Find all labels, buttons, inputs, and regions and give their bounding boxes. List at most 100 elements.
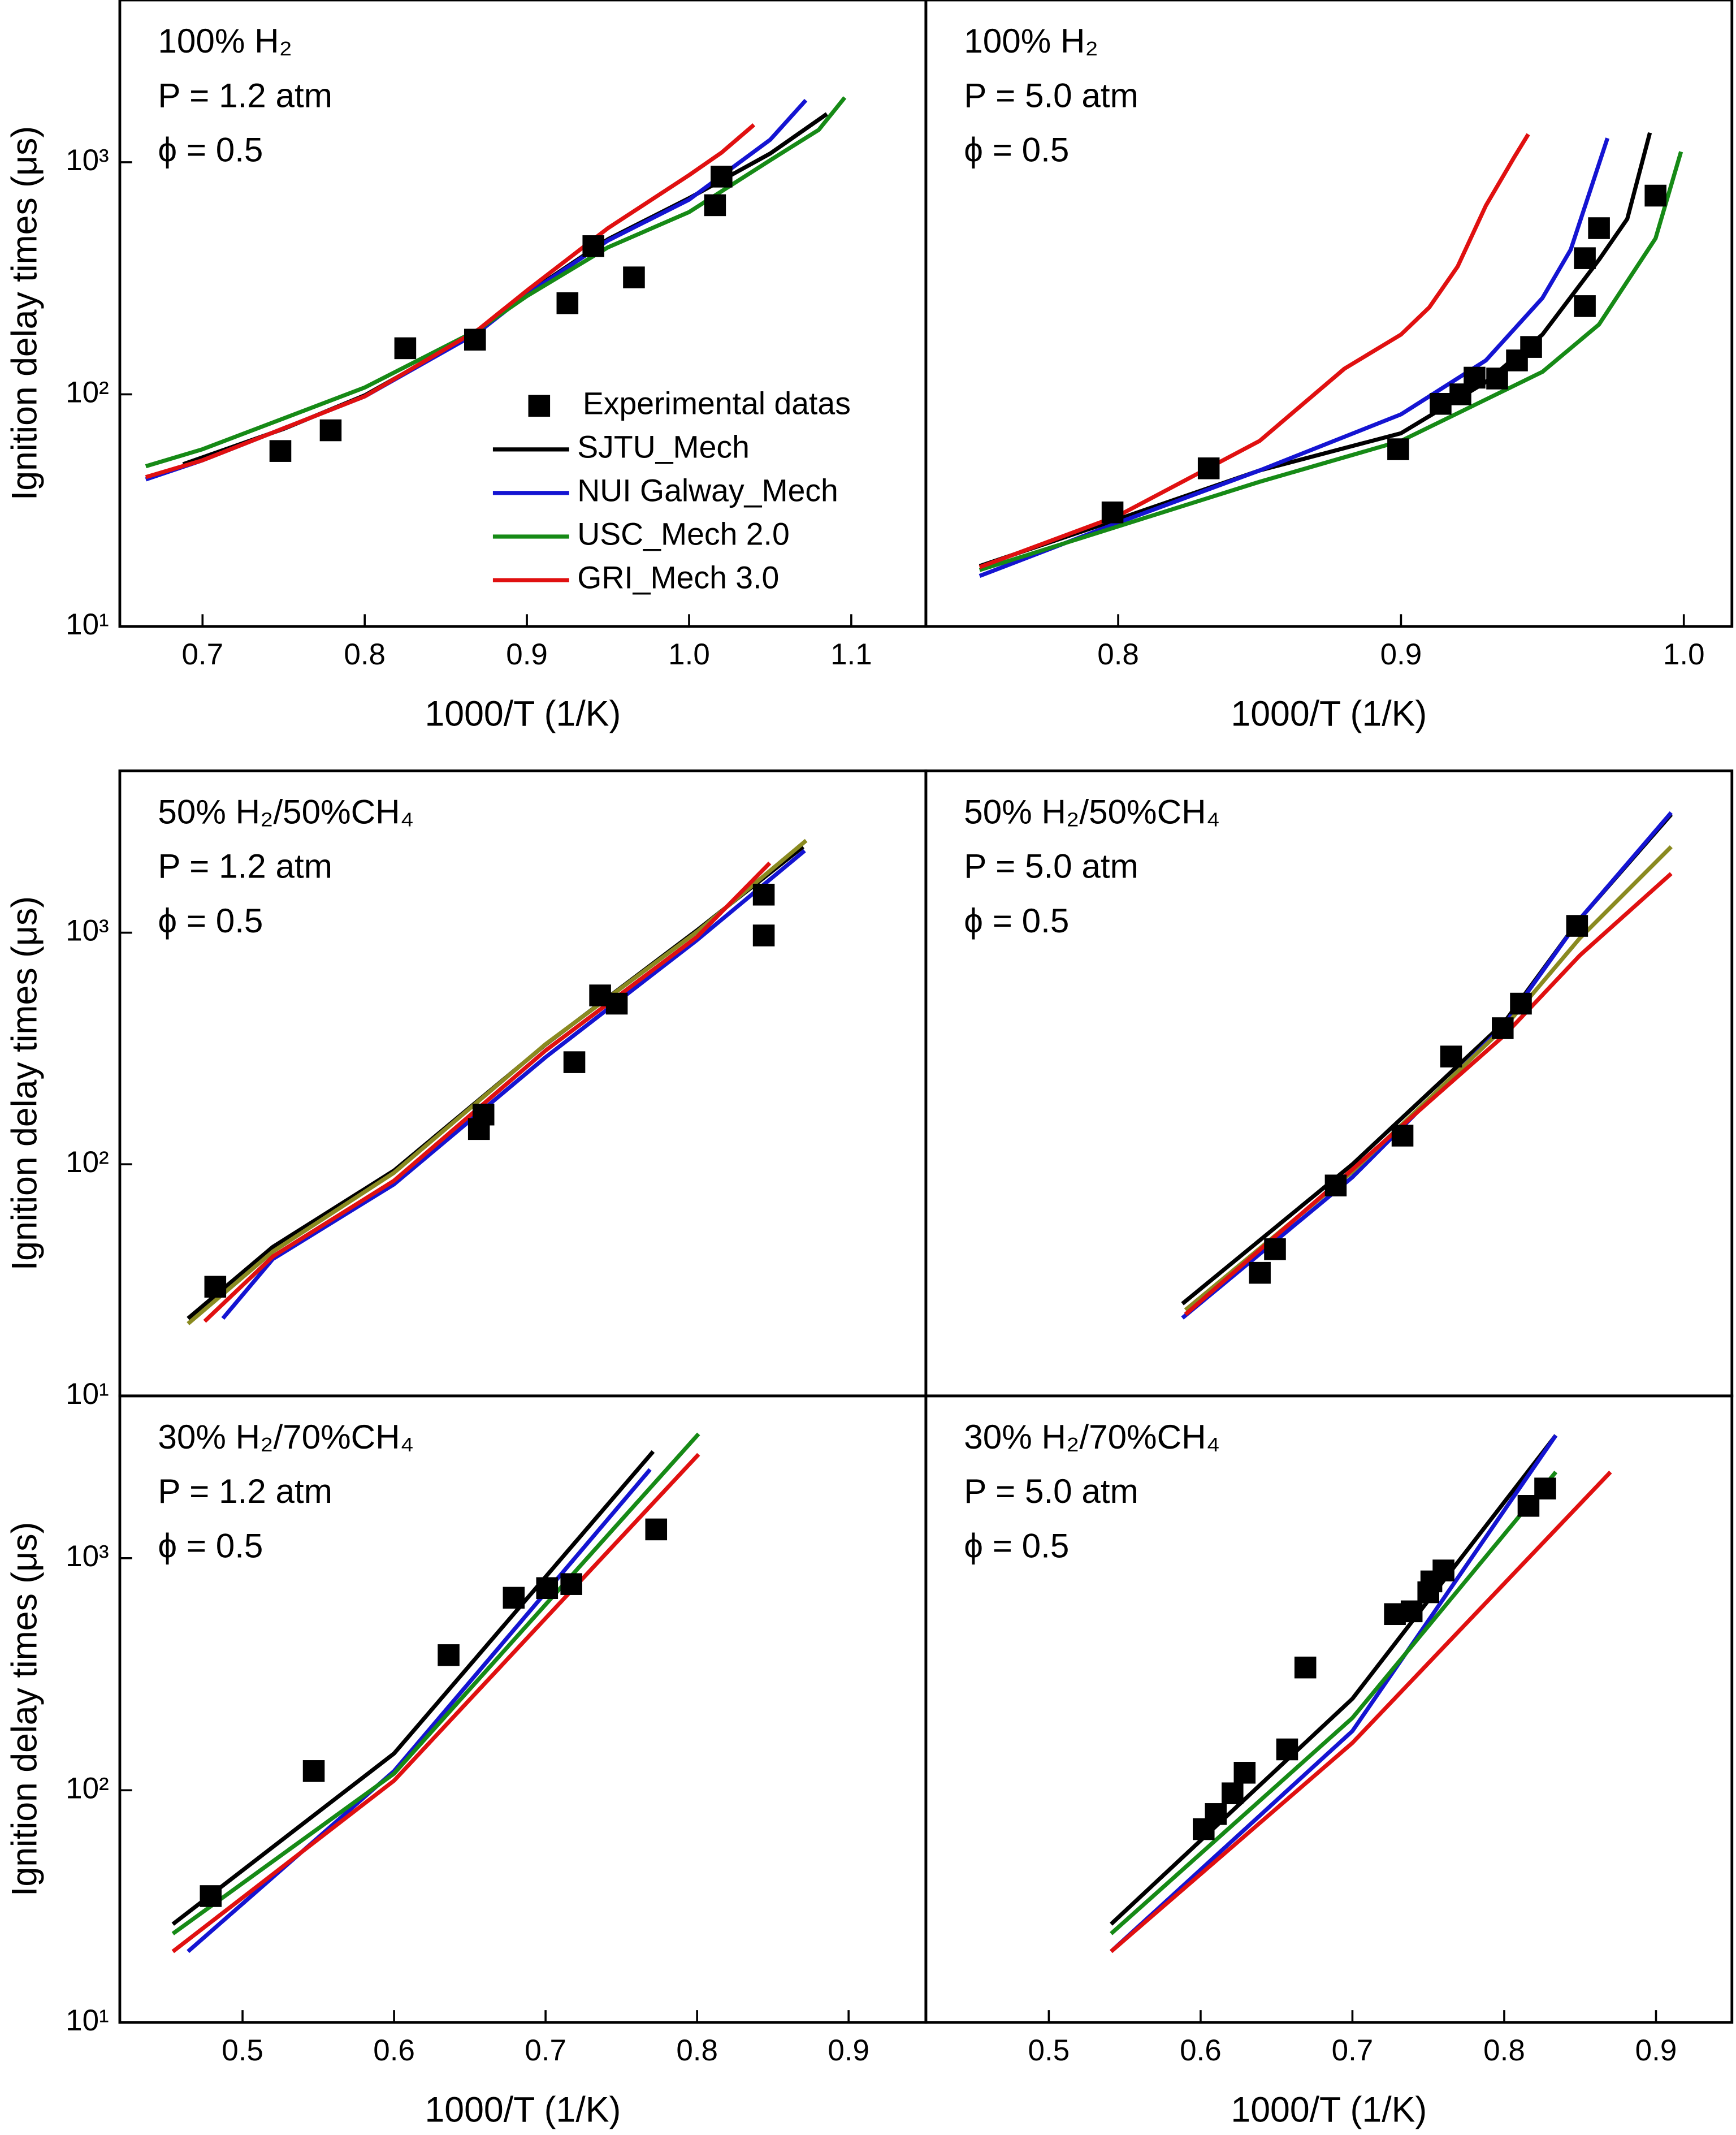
annotation: ϕ = 0.5: [964, 131, 1069, 169]
y-tick-label: 10²: [66, 1771, 109, 1805]
data-point: [302, 1760, 325, 1782]
x-tick-label: 0.9: [1635, 2034, 1677, 2067]
data-point: [1486, 368, 1508, 390]
data-point: [1222, 1782, 1244, 1804]
data-point: [645, 1518, 668, 1541]
x-tick-label: 0.5: [222, 2034, 263, 2067]
annotation: P = 5.0 atm: [964, 1472, 1138, 1510]
annotation: P = 1.2 atm: [158, 847, 332, 885]
annotation: 50% H₂/50%CH₄: [158, 792, 414, 831]
data-point: [1101, 501, 1124, 524]
data-point: [556, 292, 579, 314]
annotation: 50% H₂/50%CH₄: [964, 792, 1220, 831]
x-axis-label: 1000/T (1/K): [425, 694, 621, 733]
annotation: ϕ = 0.5: [964, 1527, 1069, 1565]
y-axis-label: Ignition delay times (μs): [5, 126, 45, 500]
data-point: [1510, 992, 1532, 1015]
x-tick-label: 0.8: [676, 2034, 718, 2067]
data-point: [1294, 1656, 1317, 1679]
x-tick-label: 0.5: [1028, 2034, 1070, 2067]
series-line: [145, 123, 756, 479]
data-point: [711, 166, 733, 188]
data-point: [560, 1573, 582, 1595]
y-axis-label: Ignition delay times (μs): [5, 1522, 45, 1896]
data-point: [269, 440, 292, 462]
annotation: ϕ = 0.5: [158, 1527, 263, 1565]
series-line: [1110, 1434, 1558, 1926]
annotation: P = 5.0 atm: [964, 76, 1138, 114]
series-line: [979, 132, 1652, 568]
x-tick-label: 0.8: [1097, 638, 1139, 671]
data-point: [438, 1644, 460, 1666]
x-tick-label: 0.6: [1180, 2034, 1222, 2067]
data-point: [1324, 1174, 1347, 1196]
x-axis-label: 1000/T (1/K): [1231, 694, 1427, 733]
data-point: [623, 266, 645, 288]
data-point: [394, 337, 417, 360]
data-point: [1520, 336, 1542, 358]
data-point: [1276, 1738, 1298, 1761]
data-point: [472, 1103, 495, 1126]
legend-label: USC_Mech 2.0: [577, 517, 789, 552]
data-point: [1205, 1803, 1227, 1825]
data-point: [319, 419, 342, 442]
data-point: [1432, 1559, 1454, 1581]
y-tick-label: 10¹: [66, 1377, 109, 1411]
data-point: [1574, 295, 1596, 317]
plot-frame: [924, 1394, 1734, 2024]
data-point: [200, 1885, 222, 1907]
data-point: [605, 992, 628, 1015]
x-tick-label: 0.8: [1483, 2034, 1525, 2067]
data-point: [1400, 1600, 1423, 1623]
data-point: [1440, 1045, 1462, 1068]
x-tick-label: 0.9: [828, 2034, 869, 2067]
series-line: [171, 1450, 655, 1926]
data-point: [752, 884, 775, 906]
y-tick-label: 10²: [66, 375, 109, 409]
x-tick-label: 0.7: [525, 2034, 566, 2067]
series-line: [203, 861, 772, 1323]
annotation: P = 1.2 atm: [158, 76, 332, 114]
annotation: P = 5.0 atm: [964, 847, 1138, 885]
series-line: [1110, 1471, 1558, 1935]
x-tick-label: 1.0: [668, 638, 710, 671]
y-tick-label: 10¹: [66, 608, 109, 641]
annotation: ϕ = 0.5: [158, 131, 263, 169]
series-line: [145, 96, 847, 469]
plot-frame: [924, 0, 1734, 628]
annotation: P = 1.2 atm: [158, 1472, 332, 1510]
data-point: [1197, 457, 1220, 479]
data-point: [582, 235, 604, 257]
data-point: [503, 1587, 525, 1609]
legend-label: GRI_Mech 3.0: [577, 560, 779, 595]
data-point: [1534, 1477, 1556, 1499]
legend-label: Experimental datas: [583, 386, 851, 421]
y-tick-label: 10¹: [66, 2004, 109, 2037]
data-point: [1391, 1125, 1414, 1147]
series-line: [221, 849, 806, 1320]
x-tick-label: 0.7: [181, 638, 223, 671]
annotation: 100% H₂: [964, 21, 1098, 60]
x-tick-label: 1.0: [1663, 638, 1705, 671]
data-point: [704, 194, 726, 217]
annotation: 100% H₂: [158, 21, 292, 60]
data-point: [563, 1051, 586, 1073]
series-line: [1181, 813, 1673, 1306]
series-line: [171, 1432, 700, 1935]
data-point: [1588, 217, 1610, 239]
data-point: [1387, 438, 1409, 460]
series-line: [1110, 1470, 1612, 1954]
annotation: ϕ = 0.5: [158, 901, 263, 940]
data-point: [752, 924, 775, 947]
series-line: [979, 137, 1610, 578]
data-point: [536, 1577, 559, 1600]
series-line: [979, 133, 1530, 569]
x-tick-label: 0.7: [1332, 2034, 1374, 2067]
y-tick-label: 10³: [66, 144, 109, 177]
x-tick-label: 0.9: [506, 638, 548, 671]
y-axis-label: Ignition delay times (μs): [5, 896, 45, 1270]
data-point: [1574, 247, 1596, 269]
series-line: [979, 151, 1683, 572]
annotation: 30% H₂/70%CH₄: [158, 1417, 414, 1456]
